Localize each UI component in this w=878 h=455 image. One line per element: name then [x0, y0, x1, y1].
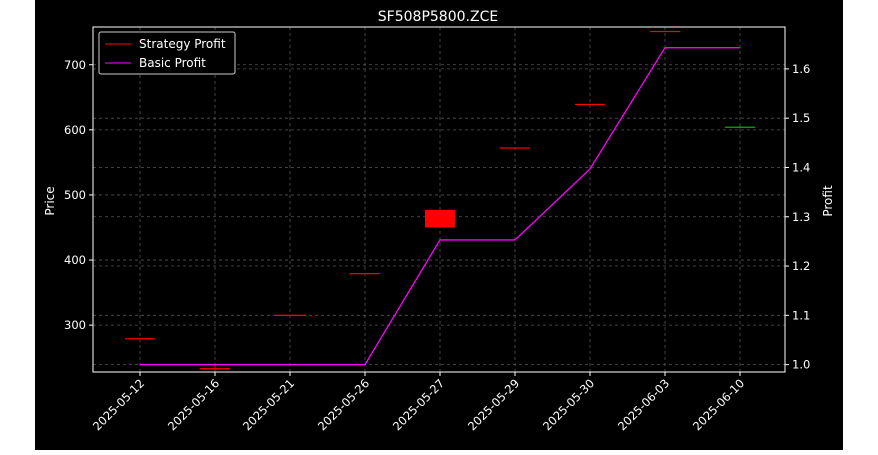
legend-label-basic-profit: Basic Profit — [139, 56, 206, 70]
x-tick-label: 2025-05-27 — [390, 376, 447, 433]
y-left-tick-label: 300 — [64, 318, 86, 332]
candle-body — [275, 314, 305, 317]
y-axis-right-label: Profit — [821, 185, 835, 217]
x-tick-label: 2025-06-03 — [615, 376, 672, 433]
x-tick-label: 2025-05-26 — [315, 376, 372, 433]
candle-body — [350, 273, 380, 275]
y-left-tick-label: 400 — [64, 253, 86, 267]
x-tick-label: 2025-06-10 — [690, 376, 747, 433]
candle-body — [725, 126, 755, 128]
chart-title: SF508P5800.ZCE — [378, 9, 498, 25]
x-tick-label: 2025-05-29 — [465, 376, 522, 433]
x-axis: 2025-05-12 2025-05-16 2025-05-21 2025-05-26… — [90, 372, 747, 433]
y-right-tick-label: 1.3 — [792, 210, 810, 224]
legend-box — [98, 31, 236, 75]
candle-body — [125, 338, 155, 340]
y-right-tick-label: 1.5 — [792, 111, 810, 125]
legend-label-strategy-profit: Strategy Profit — [139, 37, 226, 51]
chart-svg: SF508P5800.ZCE 2025-05-12 2025-05-16 2025-… — [43, 9, 835, 433]
x-tick-label: 2025-05-21 — [240, 376, 297, 433]
legend: Strategy Profit Basic Profit — [98, 31, 236, 75]
candle-body — [650, 30, 680, 33]
y-right-tick-label: 1.2 — [792, 259, 810, 273]
series-line-basic-profit — [140, 47, 740, 366]
y-right-tick-label: 1.4 — [792, 160, 810, 174]
profit-lines — [140, 47, 740, 366]
candle-body — [425, 209, 455, 228]
candle-body — [200, 368, 230, 370]
y-left-tick-label: 500 — [64, 188, 86, 202]
candle-body — [575, 103, 605, 106]
y-left-tick-label: 700 — [64, 58, 86, 72]
grid — [93, 27, 785, 372]
candles — [125, 30, 755, 371]
y-right-tick-label: 1.6 — [792, 62, 810, 76]
y-axis-right: 1.0 1.1 1.2 1.3 1.4 1.5 1.6 — [785, 62, 810, 372]
y-right-tick-label: 1.0 — [792, 358, 810, 372]
y-left-tick-label: 600 — [64, 123, 86, 137]
x-tick-label: 2025-05-12 — [90, 376, 147, 433]
candle-body — [500, 147, 530, 149]
y-right-tick-label: 1.1 — [792, 308, 810, 322]
x-tick-label: 2025-05-16 — [165, 376, 222, 433]
x-tick-label: 2025-05-30 — [540, 376, 597, 433]
y-axis-left: 300 400 500 600 700 — [64, 58, 93, 332]
chart-figure: SF508P5800.ZCE 2025-05-12 2025-05-16 2025-… — [35, 0, 843, 450]
y-axis-left-label: Price — [43, 186, 57, 215]
plot-frame — [92, 26, 786, 373]
